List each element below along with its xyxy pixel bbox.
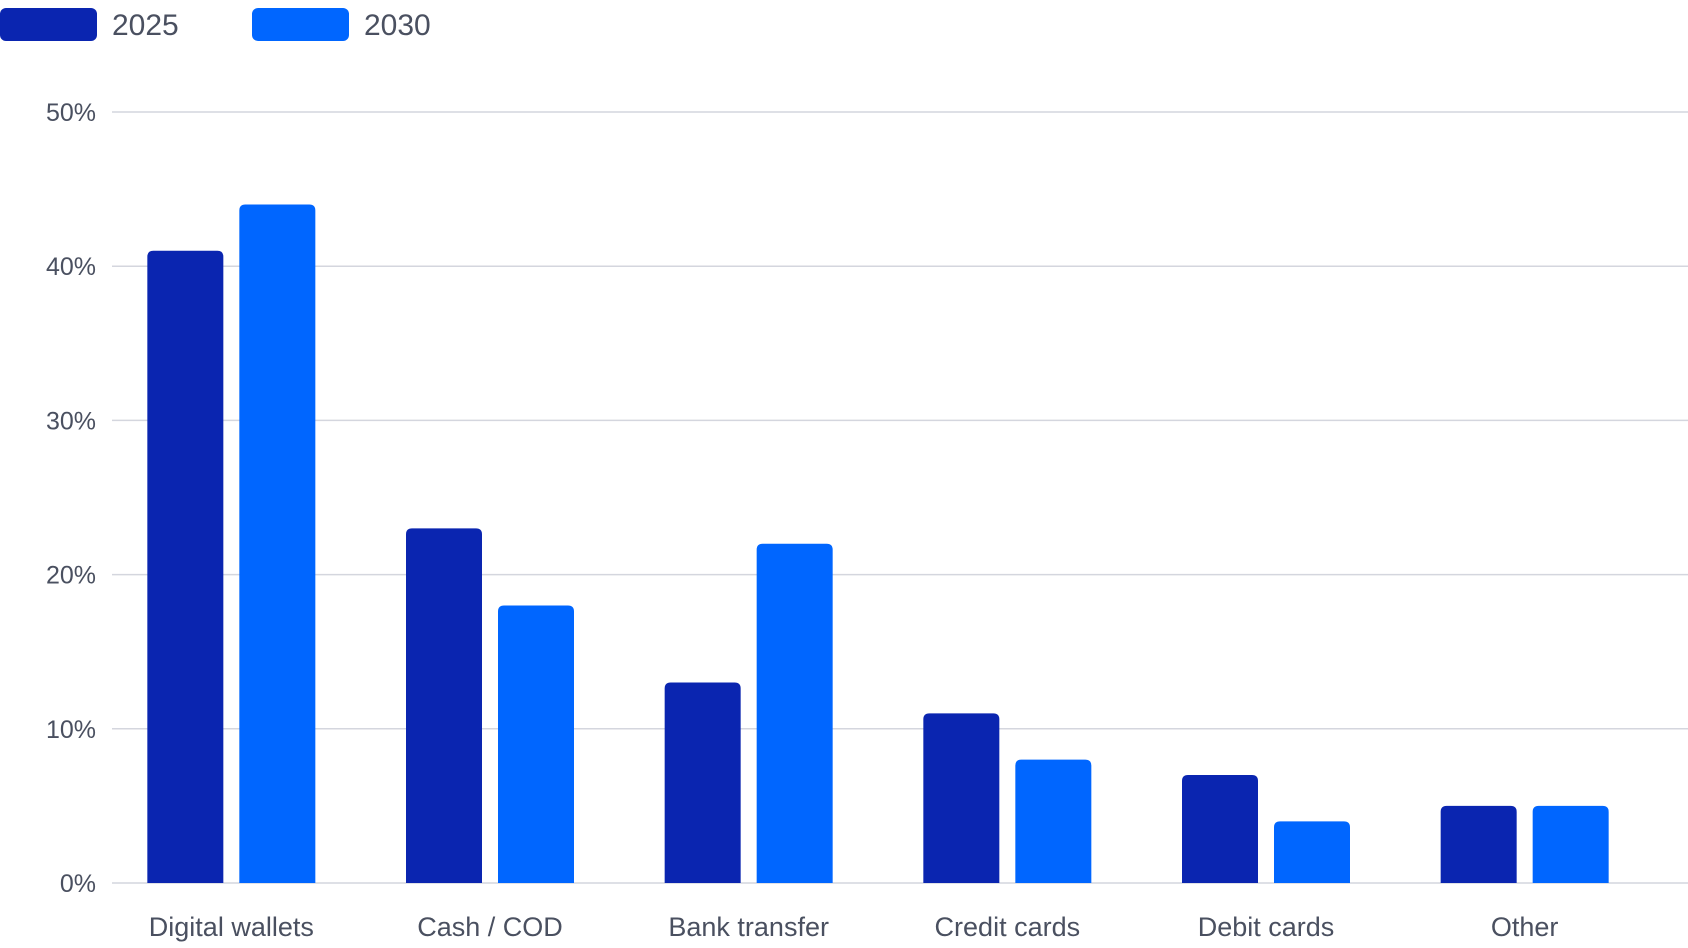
- x-tick-label: Other: [1491, 912, 1559, 942]
- x-tick-label: Debit cards: [1198, 912, 1335, 942]
- y-tick-label: 30%: [46, 407, 96, 435]
- legend-swatch-2025: [0, 8, 97, 41]
- bar-2025-bank-transfer: [664, 682, 741, 883]
- y-tick-label: 0%: [60, 870, 96, 898]
- x-tick-label: Bank transfer: [668, 912, 829, 942]
- legend-item-2025: 2025: [0, 8, 179, 42]
- bars: [147, 204, 1609, 883]
- bar-2025-cash-cod: [406, 528, 482, 883]
- gridlines: [112, 111, 1688, 884]
- legend: 2025 2030: [0, 8, 431, 42]
- bar-2025-other: [1440, 805, 1517, 883]
- y-tick-label: 40%: [46, 253, 96, 281]
- bar-2030-credit-cards: [1015, 759, 1092, 883]
- bar-2030-other: [1532, 805, 1609, 883]
- legend-swatch-2030: [252, 8, 349, 41]
- bar-2030-bank-transfer: [756, 543, 833, 883]
- y-tick-label: 20%: [46, 562, 96, 590]
- bar-2025-debit-cards: [1182, 775, 1258, 883]
- legend-item-2030: 2030: [252, 8, 431, 42]
- x-axis: Digital wallets Cash / COD Bank transfer Cr…: [149, 912, 1559, 942]
- x-tick-label: Credit cards: [935, 912, 1081, 942]
- legend-label-2025: 2025: [112, 9, 179, 42]
- y-tick-label: 10%: [46, 716, 96, 744]
- bar-2025-credit-cards: [923, 713, 1000, 883]
- legend-label-2030: 2030: [364, 9, 431, 42]
- bar-2030-debit-cards: [1274, 821, 1350, 883]
- bar-2030-cash-cod: [498, 605, 574, 883]
- y-axis: 0% 10% 20% 30% 40% 50%: [46, 99, 96, 898]
- y-tick-label: 50%: [46, 99, 96, 127]
- bar-2025-digital-wallets: [147, 250, 224, 883]
- bar-2030-digital-wallets: [239, 204, 316, 883]
- x-tick-label: Cash / COD: [417, 912, 563, 942]
- x-tick-label: Digital wallets: [149, 912, 314, 942]
